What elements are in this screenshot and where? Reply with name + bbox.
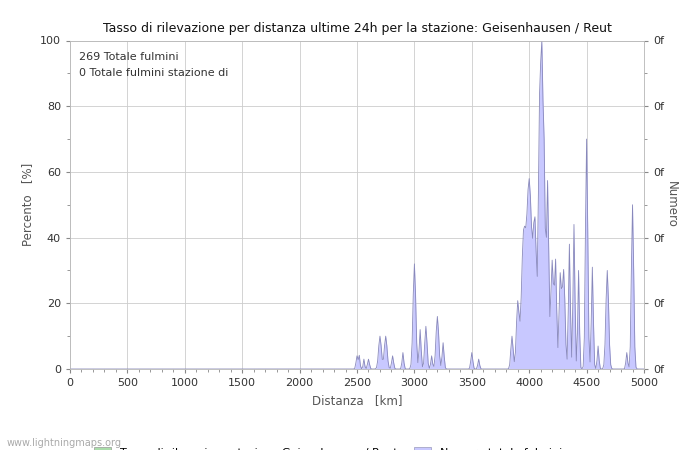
Y-axis label: Numero: Numero: [665, 181, 678, 228]
Text: www.lightningmaps.org: www.lightningmaps.org: [7, 438, 122, 448]
Title: Tasso di rilevazione per distanza ultime 24h per la stazione: Geisenhausen / Reu: Tasso di rilevazione per distanza ultime…: [103, 22, 611, 35]
Legend: Tasso di rilevazione stazione Geisenhausen / Reut, Numero totale fulmini: Tasso di rilevazione stazione Geisenhaus…: [90, 442, 566, 450]
Text: 0 Totale fulmini stazione di: 0 Totale fulmini stazione di: [78, 68, 228, 78]
X-axis label: Distanza   [km]: Distanza [km]: [312, 394, 402, 407]
Text: 269 Totale fulmini: 269 Totale fulmini: [78, 52, 178, 62]
Y-axis label: Percento   [%]: Percento [%]: [22, 163, 34, 246]
